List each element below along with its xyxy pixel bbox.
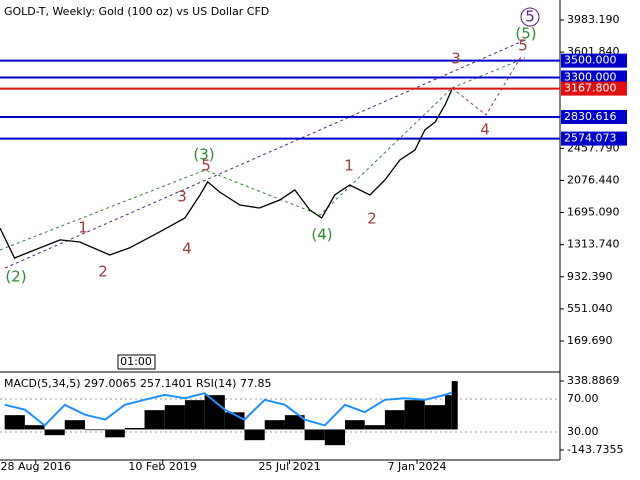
y2-tick-label: 30.00	[567, 425, 599, 438]
macd-bar	[284, 415, 305, 430]
channel-line	[4, 39, 526, 269]
wave-label: 3	[177, 188, 187, 206]
level-label-box	[561, 81, 627, 96]
wave-label: 1	[78, 219, 88, 237]
level-label: 3300.000	[564, 70, 617, 83]
level-label: 3167.800	[564, 82, 617, 95]
wave-label: (4)	[311, 226, 332, 244]
macd-bar	[105, 429, 125, 438]
x-tick-label: 25 Jul 2021	[258, 460, 320, 473]
wave-label: 1	[344, 157, 354, 175]
level-label: 3500.000	[564, 54, 617, 67]
macd-bar	[184, 400, 205, 430]
y-tick-label: 551.040	[567, 302, 613, 315]
x-tick-label: 7 Jan 2024	[388, 460, 447, 473]
wave-label: 2	[98, 263, 108, 281]
level-label-box	[561, 109, 627, 124]
wave-label: 2	[367, 210, 377, 228]
level-label: 2830.616	[564, 110, 617, 123]
wave-label: 4	[182, 240, 192, 258]
macd-bar	[404, 400, 425, 430]
chart-title: GOLD-T, Weekly: Gold (100 oz) vs US Doll…	[4, 5, 269, 18]
macd-bar	[345, 420, 365, 430]
wave-label: 5	[518, 37, 528, 55]
wave-label: 4	[480, 121, 490, 139]
y-tick-label: 338.8869	[567, 374, 620, 387]
wave-projection	[451, 57, 526, 89]
x-tick-label: 10 Feb 2019	[128, 460, 196, 473]
macd-bar	[144, 410, 165, 430]
macd-bar	[451, 381, 458, 430]
y-tick-label: -143.7355	[567, 443, 623, 456]
y-tick-label: 169.690	[567, 334, 613, 347]
macd-bar	[4, 415, 25, 430]
macd-bar	[24, 425, 45, 430]
wave-label: 5	[201, 157, 211, 175]
y-tick-label: 1313.740	[567, 238, 620, 251]
x-tick-label: 28 Aug 2016	[1, 460, 71, 473]
y2-tick-label: 70.00	[567, 392, 599, 405]
rsi-line	[4, 391, 453, 427]
y-tick-label: 932.390	[567, 270, 613, 283]
level-label-box	[561, 53, 627, 68]
y-tick-label: 1695.090	[567, 206, 620, 219]
wave-line	[0, 87, 453, 251]
level-label-box	[561, 70, 627, 85]
macd-bar	[264, 420, 285, 430]
macd-bar	[364, 425, 385, 430]
macd-bar	[204, 395, 225, 430]
macd-bar	[324, 429, 346, 446]
wave-circle	[520, 7, 540, 27]
indicator-title: MACD(5,34,5) 297.0065 257.1401 RSI(14) 7…	[4, 377, 271, 390]
y-tick-label: 2076.440	[567, 173, 620, 186]
wave-label: 3	[451, 50, 461, 68]
macd-bar	[84, 429, 106, 431]
macd-bar	[64, 420, 85, 430]
wave-label: 5	[525, 8, 535, 26]
price-line	[0, 89, 453, 259]
macd-bar	[304, 429, 325, 441]
time-label: 01:00	[120, 355, 152, 368]
y-tick-label: 3983.190	[567, 13, 620, 26]
macd-bar	[44, 429, 65, 436]
macd-bar	[444, 395, 452, 430]
level-label-box	[561, 131, 627, 146]
wave-label: (5)	[515, 25, 536, 43]
wave-projection	[451, 54, 523, 116]
macd-bar	[384, 410, 405, 430]
macd-bar	[124, 428, 145, 430]
wave-label: (2)	[5, 268, 26, 286]
time-label-box	[117, 354, 156, 370]
macd-bar	[164, 405, 185, 430]
level-label: 2574.073	[564, 132, 617, 145]
macd-bar	[244, 429, 265, 441]
wave-label: (3)	[193, 146, 214, 164]
macd-bar	[424, 405, 445, 430]
